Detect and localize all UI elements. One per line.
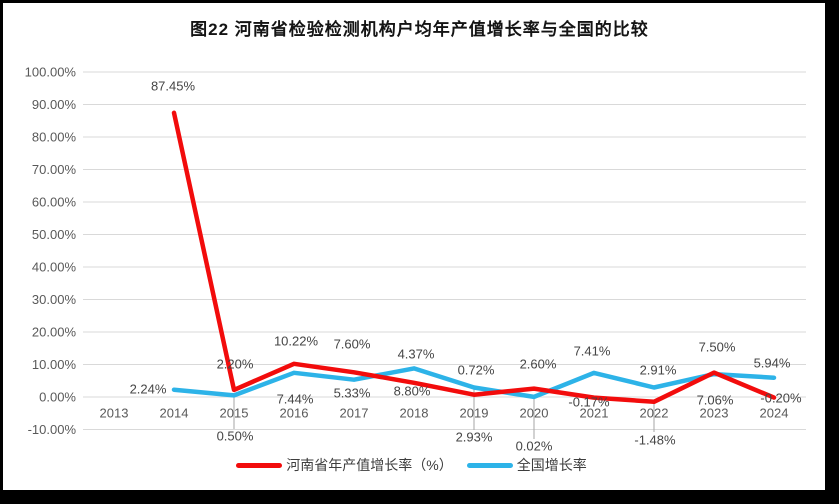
x-axis-category-label: 2014: [160, 406, 189, 421]
y-axis-tick-label: 90.00%: [32, 97, 77, 112]
data-label: 7.41%: [574, 344, 611, 359]
data-label: 2.20%: [217, 357, 254, 372]
y-axis-tick-label: 20.00%: [32, 325, 77, 340]
y-axis-tick-label: 50.00%: [32, 227, 77, 242]
y-axis-tick-label: 70.00%: [32, 162, 77, 177]
data-label: 2.93%: [456, 430, 493, 445]
y-axis-tick-label: 30.00%: [32, 292, 77, 307]
data-label: 87.45%: [151, 79, 196, 94]
data-label: 0.72%: [458, 363, 495, 378]
data-label: 5.94%: [754, 356, 791, 371]
legend-line-swatch-red-icon: [236, 462, 283, 468]
legend-item-label: 河南省年产值增长率（%）: [286, 457, 453, 473]
data-label: 7.50%: [699, 340, 736, 355]
data-label: 2.24%: [130, 382, 167, 397]
data-label: 8.80%: [394, 384, 431, 399]
y-axis-tick-label: 80.00%: [32, 130, 77, 145]
data-label: -0.20%: [760, 391, 802, 406]
x-axis-category-label: 2024: [760, 406, 789, 421]
y-axis-tick-label: 0.00%: [39, 390, 76, 405]
legend-item-label: 全国增长率: [516, 457, 587, 473]
data-label: 2.91%: [640, 363, 677, 378]
data-label: 7.06%: [697, 393, 734, 408]
x-axis-category-label: 2023: [700, 406, 729, 421]
x-axis-category-label: 2016: [280, 406, 309, 421]
data-label: -0.17%: [568, 395, 610, 410]
y-axis-tick-label: 40.00%: [32, 260, 77, 275]
legend-item-henan: 河南省年产值增长率（%）: [236, 455, 453, 475]
data-label: 5.33%: [334, 386, 371, 401]
chart-title: 图22 河南省检验检测机构户均年产值增长率与全国的比较: [190, 20, 649, 39]
data-label: 0.50%: [217, 429, 254, 444]
data-label: 7.60%: [334, 337, 371, 352]
legend-item-national: 全国增长率: [466, 455, 587, 475]
y-axis-tick-label: 100.00%: [25, 65, 77, 80]
series-line-henan: [171, 110, 777, 405]
x-axis-category-label: 2018: [400, 406, 429, 421]
data-label: 0.02%: [516, 439, 553, 454]
x-axis-category-label: 2017: [340, 406, 369, 421]
data-label: 10.22%: [274, 334, 319, 349]
data-label: 4.37%: [398, 347, 435, 362]
data-label: -1.48%: [634, 433, 676, 448]
chart-legend: 河南省年产值增长率（%） 全国增长率: [0, 455, 823, 475]
series-line-national: [171, 366, 777, 400]
x-axis-category-label: 2021: [580, 406, 609, 421]
y-axis-tick-label: 60.00%: [32, 195, 77, 210]
y-axis-tick-label: -10.00%: [28, 422, 77, 437]
legend-line-swatch-blue-icon: [466, 462, 513, 468]
data-label: 2.60%: [520, 357, 557, 372]
x-axis-category-label: 2013: [100, 406, 129, 421]
data-label: 7.44%: [277, 392, 314, 407]
y-axis-tick-label: 10.00%: [32, 357, 77, 372]
